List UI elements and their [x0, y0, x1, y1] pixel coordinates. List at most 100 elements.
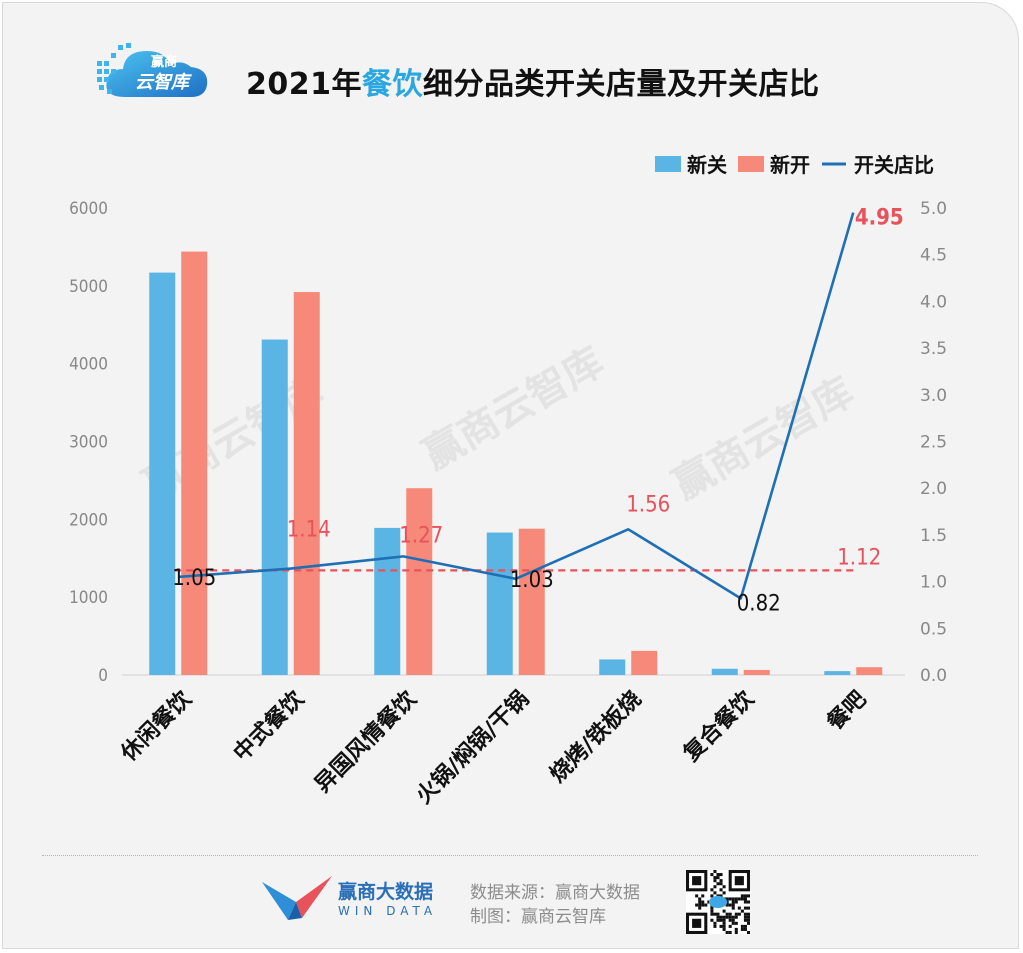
ratio-line-layer — [178, 212, 855, 600]
category-label: 休闲餐饮 — [116, 686, 197, 767]
qr-module — [725, 915, 729, 919]
qr-module — [725, 903, 729, 907]
qr-module — [722, 921, 726, 925]
bar-closed — [486, 532, 513, 675]
chart-maker: 制图：赢商云智库 — [470, 907, 606, 927]
legend-label: 新开 — [770, 153, 810, 177]
qr-module — [734, 912, 738, 916]
qr-module — [734, 897, 738, 901]
qr-code — [686, 870, 750, 934]
qr-module — [737, 906, 741, 910]
qr-module — [728, 897, 732, 901]
title-suffix: 细分品类开关店量及开关店比 — [423, 67, 820, 102]
logo-text-line1: 赢商 — [151, 55, 178, 70]
chart-title: 2021年餐饮细分品类开关店量及开关店比 — [246, 59, 820, 103]
qr-module — [722, 909, 726, 913]
qr-module — [698, 903, 702, 907]
qr-module — [740, 897, 744, 901]
qr-module — [746, 912, 750, 916]
bar-opened — [743, 669, 770, 675]
qr-module — [743, 906, 747, 910]
bar-closed — [374, 527, 401, 675]
qr-module — [746, 930, 750, 934]
logo-text-line2: 云智库 — [135, 72, 189, 93]
qr-module — [746, 918, 750, 922]
qr-module — [734, 927, 738, 931]
qr-module — [743, 927, 747, 931]
qr-module — [740, 894, 744, 898]
qr-module — [746, 894, 750, 898]
qr-module — [713, 921, 717, 925]
qr-module — [695, 894, 699, 898]
qr-module — [731, 906, 735, 910]
qr-module — [698, 897, 702, 901]
qr-module — [737, 912, 741, 916]
category-label: 烧烤/铁板烧 — [545, 686, 647, 788]
category-label: 异国风情餐饮 — [310, 685, 422, 797]
qr-module — [734, 921, 738, 925]
qr-module — [731, 903, 735, 907]
category-label: 中式餐饮 — [229, 686, 310, 767]
left-tick-label: 5000 — [69, 277, 108, 297]
ratio-data-label: 4.95 — [855, 206, 904, 231]
bar-closed — [149, 272, 176, 675]
qr-module — [743, 897, 747, 901]
qr-module — [743, 924, 747, 928]
qr-module — [722, 885, 726, 889]
qr-module — [719, 873, 723, 877]
qr-module — [701, 903, 705, 907]
qr-module — [713, 912, 717, 916]
qr-module — [722, 891, 726, 895]
qr-module — [716, 918, 720, 922]
qr-module — [731, 897, 735, 901]
qr-module — [746, 915, 750, 919]
right-tick-label: 1.0 — [920, 573, 947, 593]
ratio-data-label: 1.03 — [510, 568, 554, 593]
bar-closed — [261, 339, 288, 675]
qr-module — [710, 906, 714, 910]
qr-module — [716, 873, 720, 877]
qr-module — [743, 900, 747, 904]
legend-label: 开关店比 — [854, 153, 934, 177]
qr-module — [710, 894, 714, 898]
qr-module — [740, 909, 744, 913]
right-tick-label: 2.0 — [920, 479, 947, 499]
qr-finder — [692, 876, 702, 886]
qr-module — [737, 897, 741, 901]
left-tick-label: 3000 — [69, 433, 108, 453]
bar-closed — [599, 659, 626, 675]
right-tick-label: 5.0 — [920, 199, 947, 219]
footer-divider — [42, 855, 978, 856]
ratio-line — [178, 212, 855, 600]
left-tick-label: 6000 — [69, 199, 108, 219]
bar-opened — [856, 667, 883, 675]
qr-module — [728, 903, 732, 907]
qr-module — [740, 924, 744, 928]
qr-module — [698, 900, 702, 904]
category-label: 餐吧 — [823, 687, 872, 736]
qr-module — [746, 906, 750, 910]
qr-module — [734, 930, 738, 934]
right-axis: 0.0 0.5 1.0 1.5 2.0 2.5 3.0 3.5 4.0 4.5 5.0 — [920, 199, 947, 686]
qr-module — [743, 915, 747, 919]
qr-module — [713, 876, 717, 880]
watermark-text: 赢商云智库 — [665, 369, 861, 509]
qr-module — [722, 918, 726, 922]
qr-module — [710, 873, 714, 877]
qr-module — [746, 900, 750, 904]
qr-module — [710, 918, 714, 922]
qr-module — [719, 915, 723, 919]
qr-module — [710, 909, 714, 913]
legend-swatch — [738, 156, 764, 172]
qr-module — [725, 912, 729, 916]
left-tick-label: 0 — [98, 666, 108, 686]
qr-module — [713, 870, 717, 874]
bar-opened — [406, 488, 433, 675]
ratio-data-label: 1.56 — [626, 492, 670, 517]
right-tick-label: 4.5 — [920, 246, 947, 266]
bar-closed — [711, 668, 738, 675]
qr-module — [713, 924, 717, 928]
qr-module — [716, 915, 720, 919]
